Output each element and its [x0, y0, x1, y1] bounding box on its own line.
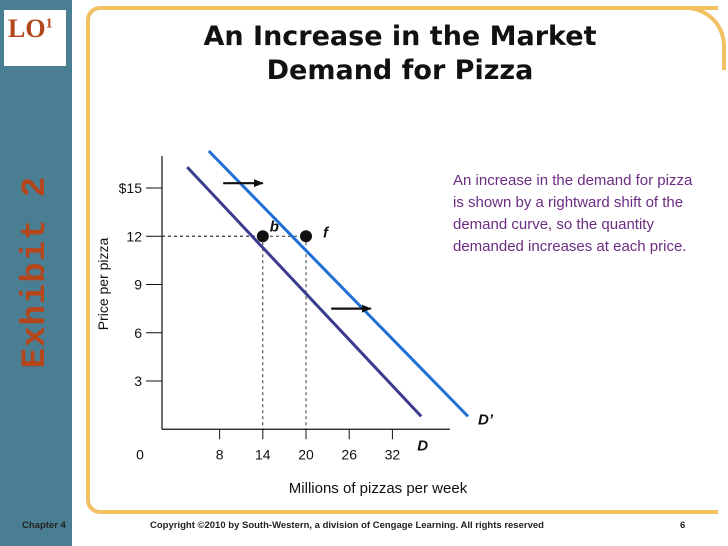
- sidebar-band: [0, 0, 72, 546]
- x-axis-label: Millions of pizzas per week: [289, 480, 468, 497]
- footer-copyright: Copyright ©2010 by South-Western, a divi…: [150, 520, 544, 531]
- curve-label: D: [417, 437, 428, 454]
- x-tick-label: 8: [216, 446, 224, 462]
- point-label: f: [323, 224, 330, 241]
- x-tick-label: 26: [341, 446, 357, 462]
- lo-superscript: 1: [45, 16, 53, 32]
- lo-text: LO: [8, 14, 46, 43]
- title-line-1: An Increase in the Market: [203, 21, 597, 52]
- title-line-2: Demand for Pizza: [266, 55, 534, 86]
- x-tick-label: 32: [385, 446, 401, 462]
- lo-badge: [4, 10, 66, 66]
- footer-chapter: Chapter 4: [22, 520, 66, 531]
- y-tick-label: 12: [126, 228, 142, 244]
- x-tick-label: 14: [255, 446, 271, 462]
- y-tick-label: $15: [119, 180, 143, 196]
- y-tick-label: 9: [134, 277, 142, 293]
- slide-frame-corner: [656, 6, 726, 70]
- footer-page-number: 6: [680, 520, 686, 531]
- slide-frame: [86, 6, 718, 514]
- y-axis-label: Price per pizza: [95, 237, 111, 330]
- y-tick-label: 6: [134, 325, 142, 341]
- demand-curve-line: [207, 149, 470, 418]
- x-tick-label: 20: [298, 446, 314, 462]
- curve-label: D’: [478, 411, 494, 428]
- lo-label: LO1: [8, 14, 53, 44]
- annotation-text: An increase in the demand for pizza is s…: [453, 172, 693, 255]
- x-tick-label: 0: [136, 446, 144, 462]
- point-label: b: [270, 218, 279, 235]
- y-tick-label: 3: [134, 373, 142, 389]
- equilibrium-point: [256, 230, 269, 243]
- demand-curve-line: [186, 166, 423, 418]
- equilibrium-point: [300, 230, 312, 243]
- slide-title: An Increase in the Market Demand for Piz…: [160, 20, 640, 88]
